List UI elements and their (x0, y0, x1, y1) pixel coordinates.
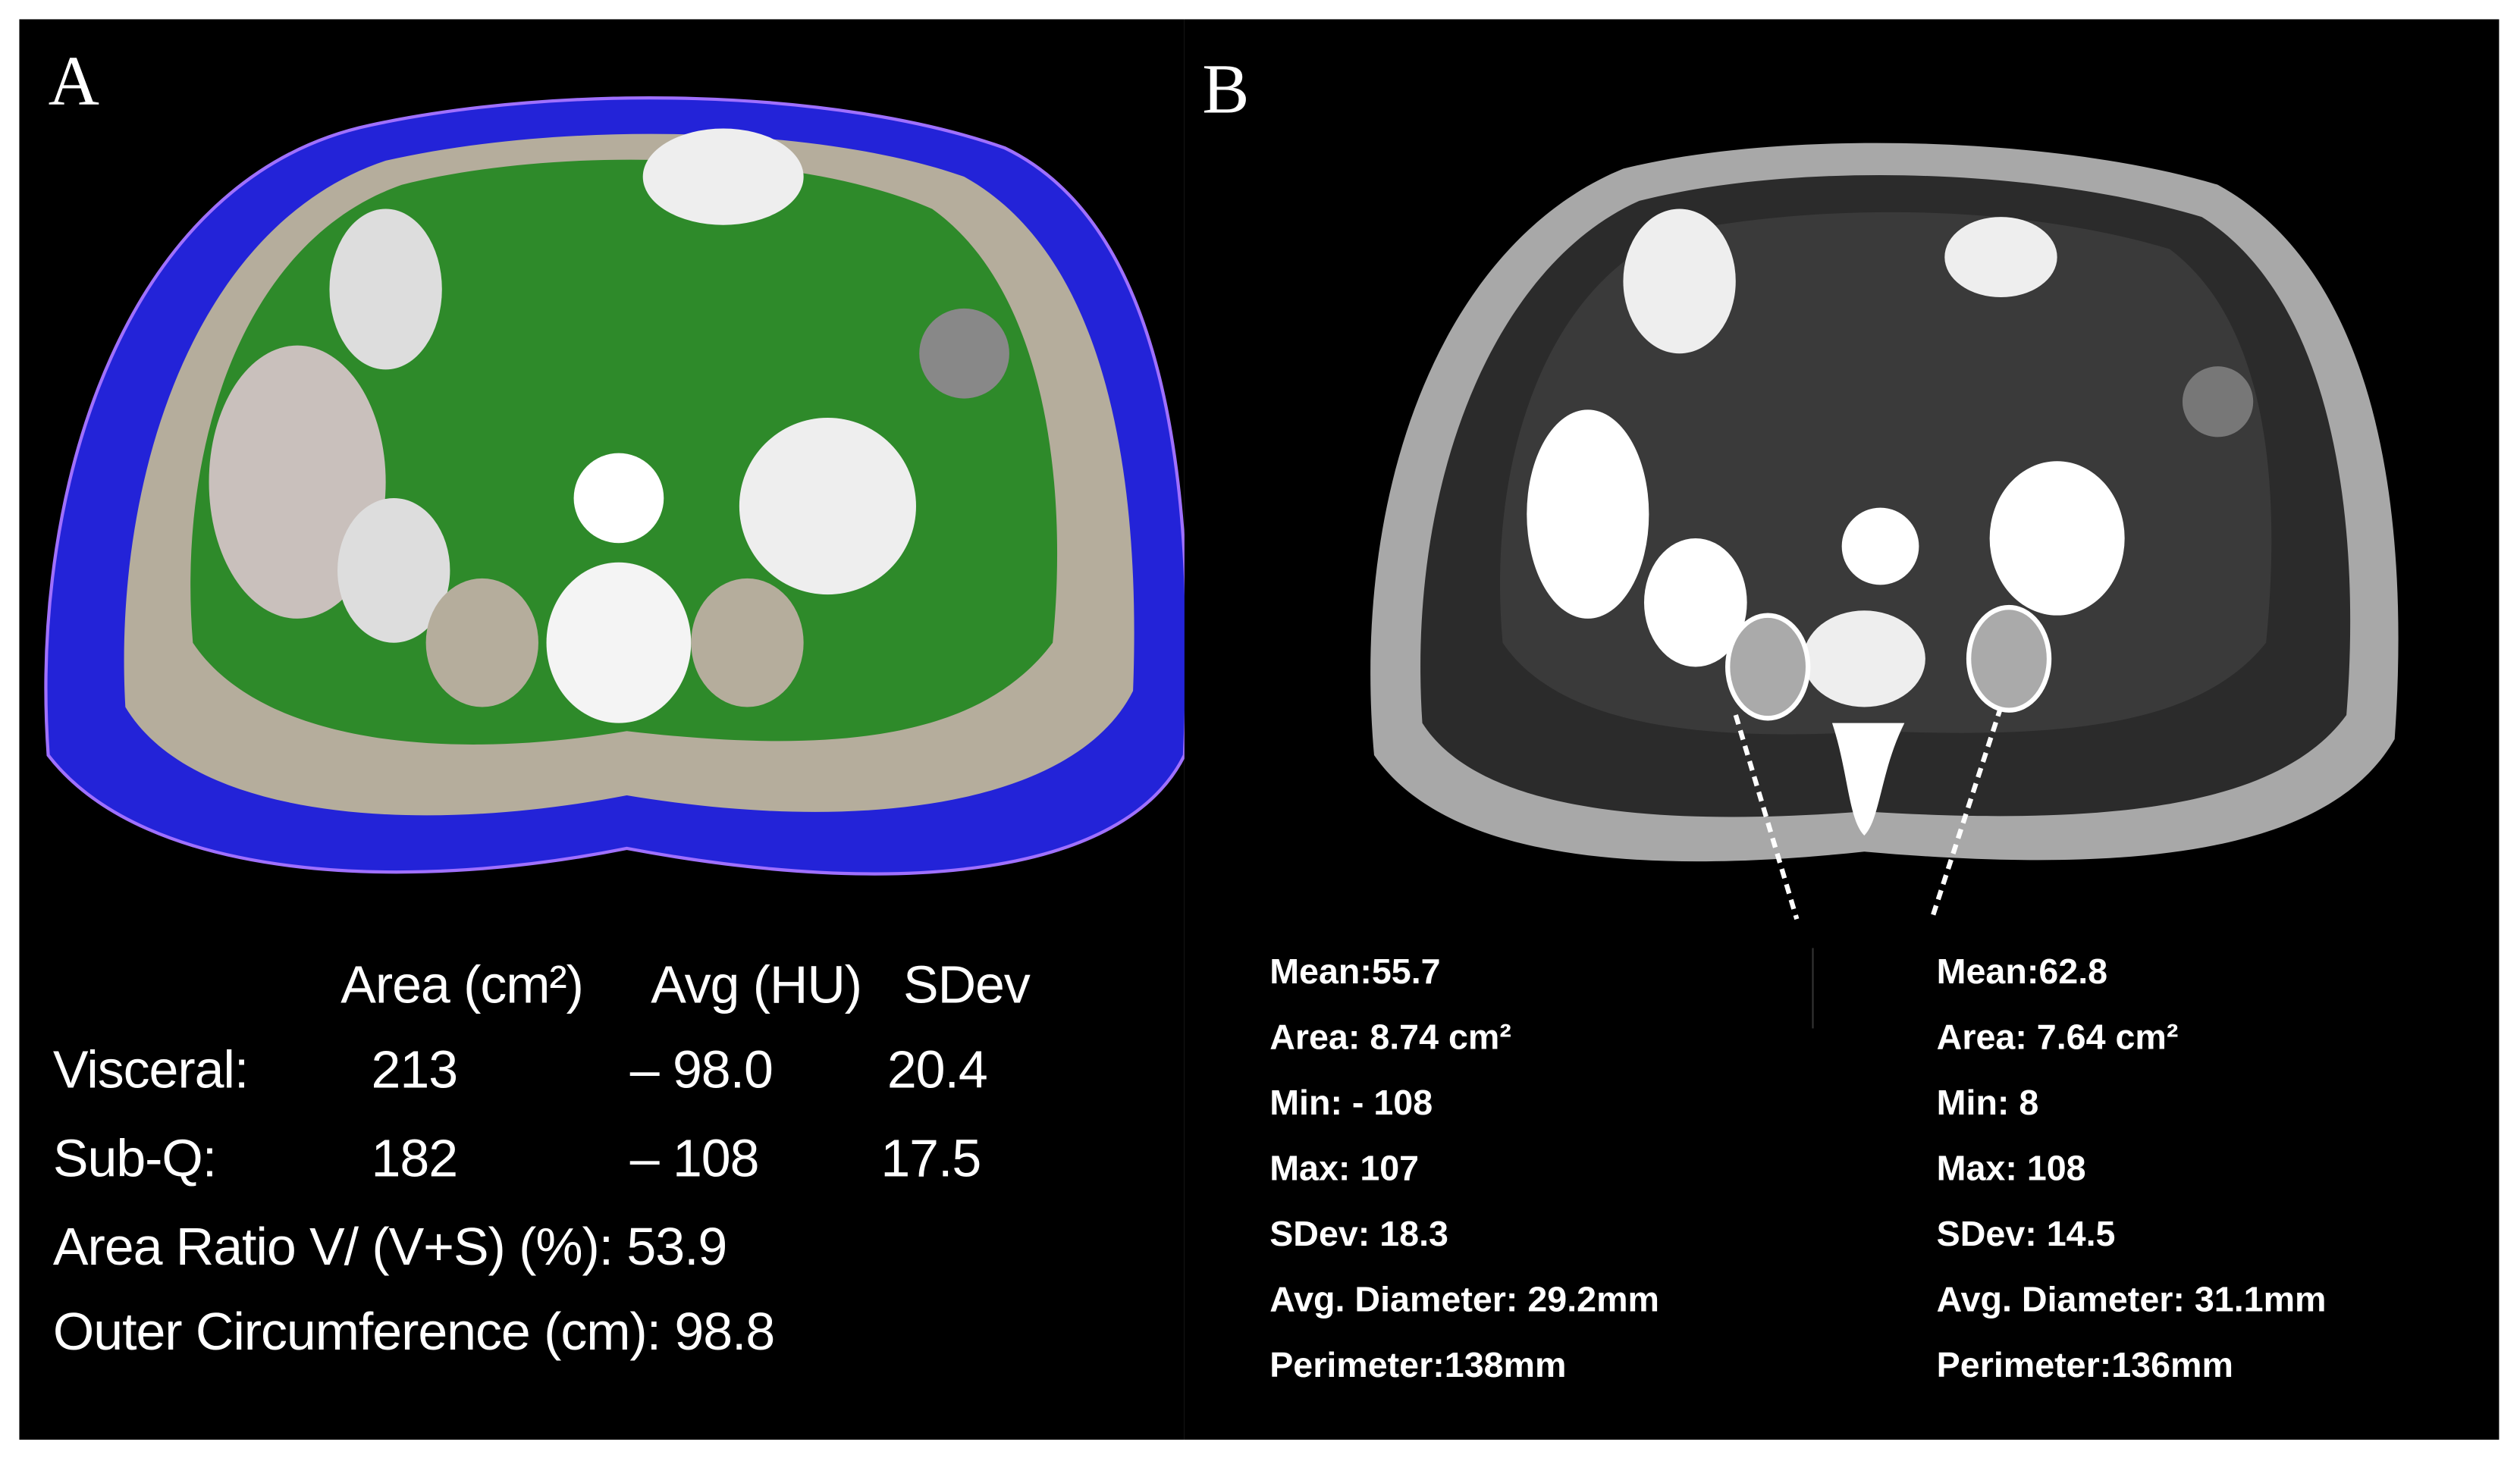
roi-right (1966, 604, 2052, 713)
spine (1831, 723, 1905, 836)
psoas (691, 578, 804, 707)
cell: 17.5 (880, 1128, 981, 1187)
bowel (642, 128, 804, 225)
psoas (425, 578, 538, 707)
cell: 20.4 (887, 1040, 987, 1099)
outer-circumference: Outer Circumference (cm): 98.8 (53, 1302, 774, 1361)
roi-stat: Mean:55.7 (1269, 952, 1440, 991)
roi-guide (1733, 714, 1800, 920)
liver (1527, 409, 1649, 619)
aorta (573, 453, 664, 544)
roi-stat: Avg. Diameter: 29.2mm (1269, 1279, 1659, 1318)
roi-stat: Max: 107 (1269, 1148, 1419, 1187)
aorta (1841, 507, 1919, 585)
kidney (739, 418, 916, 595)
panel-label: B (1202, 50, 1249, 128)
roi-stat: Perimeter:136mm (1937, 1345, 2233, 1384)
vertebra (1803, 610, 1925, 707)
ct-image-a (44, 96, 1189, 876)
ct-image-b (1370, 143, 2399, 920)
cell: – 98.0 (630, 1040, 773, 1099)
roi-stat: Avg. Diameter: 31.1mm (1937, 1279, 2327, 1318)
panel-label: A (49, 42, 99, 121)
roi-stat: Max: 108 (1937, 1148, 2086, 1187)
roi-stat: Min: - 108 (1269, 1083, 1433, 1122)
roi-stats: Mean:55.7 Area: 8.74 cm² Min: - 108 Max: 10… (1269, 952, 2326, 1384)
cell: 182 (372, 1128, 457, 1187)
roi-stat: SDev: 14.5 (1937, 1214, 2116, 1253)
bowel (1623, 209, 1736, 354)
kidney (337, 497, 450, 643)
roi-stat: Area: 7.64 cm² (1937, 1017, 2179, 1056)
colon (2182, 366, 2254, 437)
bowel (1944, 217, 2057, 298)
header: Area (cm²) (340, 955, 583, 1014)
kidney (1643, 538, 1747, 667)
cell: 213 (372, 1040, 457, 1099)
vertebra (546, 562, 692, 723)
colon (919, 308, 1009, 399)
row-label: Visceral: (53, 1040, 248, 1099)
bowel (329, 209, 442, 370)
row-label: Sub-Q: (53, 1128, 216, 1187)
kidney (1989, 461, 2125, 616)
area-ratio: Area Ratio V/ (V+S) (%): 53.9 (53, 1217, 727, 1276)
roi-left (1725, 613, 1811, 721)
roi-stat: Area: 8.74 cm² (1269, 1017, 1511, 1056)
cell: – 108 (630, 1128, 759, 1187)
roi-stat: SDev: 18.3 (1269, 1214, 1448, 1253)
roi-stat: Mean:62.8 (1937, 952, 2107, 991)
header: SDev (903, 955, 1031, 1014)
roi-stat: Perimeter:138mm (1269, 1345, 1566, 1384)
roi-stat: Min: 8 (1937, 1083, 2039, 1122)
header: Avg (HU) (651, 955, 861, 1014)
roi-guide (1929, 706, 2004, 920)
